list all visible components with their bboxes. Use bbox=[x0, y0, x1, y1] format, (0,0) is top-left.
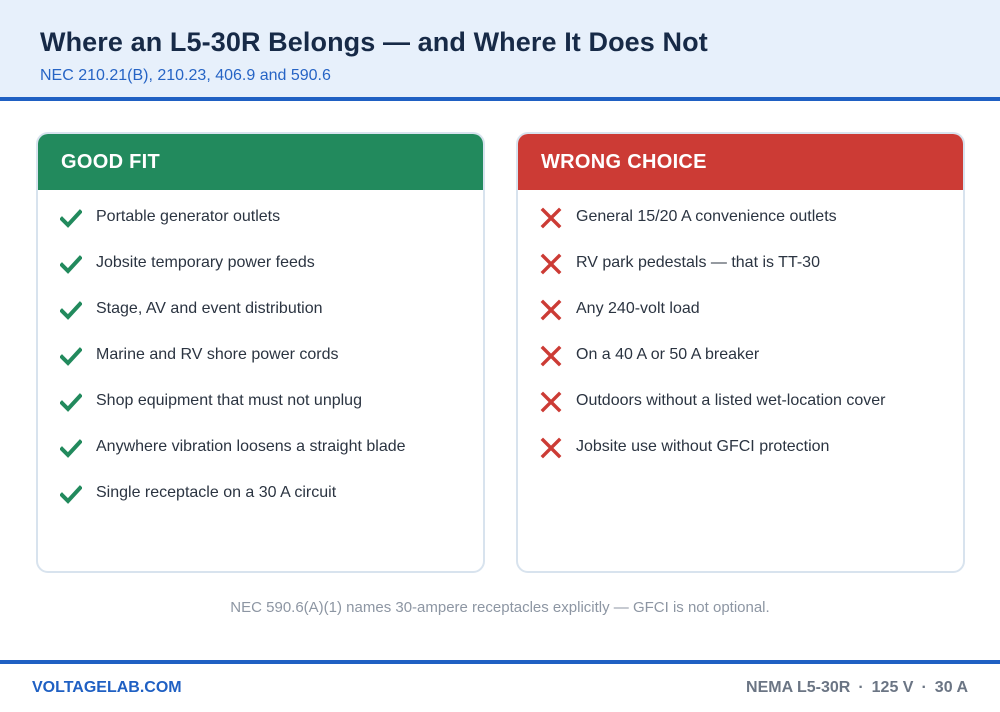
checkmark-icon bbox=[59, 483, 83, 505]
wrong-choice-item: General 15/20 A convenience outlets bbox=[518, 207, 963, 253]
item-label: Single receptacle on a 30 A circuit bbox=[96, 484, 337, 501]
good-fit-item: Jobsite temporary power feeds bbox=[38, 253, 483, 299]
wrong-choice-heading: WRONG CHOICE bbox=[541, 151, 707, 173]
footer-divider bbox=[0, 660, 1000, 664]
checkmark-icon bbox=[59, 345, 83, 367]
item-label: Shop equipment that must not unplug bbox=[96, 392, 362, 409]
good-fit-item: Shop equipment that must not unplug bbox=[38, 391, 483, 437]
item-label: Jobsite use without GFCI protection bbox=[576, 438, 830, 455]
good-fit-card-header: GOOD FIT bbox=[38, 134, 483, 190]
item-label: Jobsite temporary power feeds bbox=[96, 254, 315, 271]
spec-voltage: 125 V bbox=[871, 679, 914, 696]
item-label: RV park pedestals — that is TT-30 bbox=[576, 254, 820, 271]
checkmark-icon bbox=[59, 207, 83, 229]
item-label: Portable generator outlets bbox=[96, 208, 281, 225]
spec-separator: · bbox=[858, 679, 864, 696]
spec-summary: NEMA L5-30R · 125 V · 30 A bbox=[746, 679, 968, 697]
cross-icon bbox=[540, 391, 562, 413]
wrong-choice-item: On a 40 A or 50 A breaker bbox=[518, 345, 963, 391]
cross-icon bbox=[540, 253, 562, 275]
wrong-choice-list: General 15/20 A convenience outlets RV pa… bbox=[518, 207, 963, 483]
wrong-choice-card: WRONG CHOICE General 15/20 A convenience… bbox=[516, 132, 965, 573]
cross-icon bbox=[540, 437, 562, 459]
cross-icon bbox=[540, 299, 562, 321]
item-label: On a 40 A or 50 A breaker bbox=[576, 346, 760, 363]
cross-icon bbox=[540, 207, 562, 229]
footnote: NEC 590.6(A)(1) names 30-ampere receptac… bbox=[230, 599, 770, 616]
page-header: Where an L5-30R Belongs — and Where It D… bbox=[0, 0, 1000, 101]
item-label: Anywhere vibration loosens a straight bl… bbox=[96, 438, 406, 455]
wrong-choice-item: Jobsite use without GFCI protection bbox=[518, 437, 963, 483]
wrong-choice-item: Any 240-volt load bbox=[518, 299, 963, 345]
good-fit-item: Single receptacle on a 30 A circuit bbox=[38, 483, 483, 529]
item-label: General 15/20 A convenience outlets bbox=[576, 208, 837, 225]
good-fit-item: Portable generator outlets bbox=[38, 207, 483, 253]
brand-link[interactable]: VOLTAGELAB.COM bbox=[32, 679, 182, 696]
wrong-choice-item: Outdoors without a listed wet-location c… bbox=[518, 391, 963, 437]
wrong-choice-item: RV park pedestals — that is TT-30 bbox=[518, 253, 963, 299]
checkmark-icon bbox=[59, 299, 83, 321]
good-fit-heading: GOOD FIT bbox=[61, 151, 161, 173]
item-label: Any 240-volt load bbox=[576, 300, 700, 317]
good-fit-item: Anywhere vibration loosens a straight bl… bbox=[38, 437, 483, 483]
spec-separator: · bbox=[921, 679, 927, 696]
cross-icon bbox=[540, 345, 562, 367]
checkmark-icon bbox=[59, 391, 83, 413]
item-label: Outdoors without a listed wet-location c… bbox=[576, 392, 886, 409]
page-subtitle: NEC 210.21(B), 210.23, 406.9 and 590.6 bbox=[40, 67, 331, 84]
item-label: Marine and RV shore power cords bbox=[96, 346, 339, 363]
good-fit-item: Stage, AV and event distribution bbox=[38, 299, 483, 345]
spec-model: NEMA L5-30R bbox=[746, 679, 851, 696]
good-fit-item: Marine and RV shore power cords bbox=[38, 345, 483, 391]
page-title: Where an L5-30R Belongs — and Where It D… bbox=[40, 27, 708, 57]
wrong-choice-card-header: WRONG CHOICE bbox=[518, 134, 963, 190]
good-fit-card: GOOD FIT Portable generator outlets Jobsi… bbox=[36, 132, 485, 573]
checkmark-icon bbox=[59, 253, 83, 275]
item-label: Stage, AV and event distribution bbox=[96, 300, 323, 317]
checkmark-icon bbox=[59, 437, 83, 459]
good-fit-list: Portable generator outlets Jobsite tempor… bbox=[38, 207, 483, 529]
spec-amps: 30 A bbox=[934, 679, 968, 696]
